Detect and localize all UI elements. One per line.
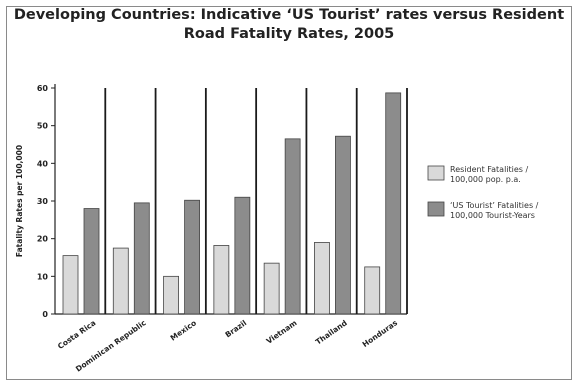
legend-label: ‘US Tourist’ Fatalities / [450,201,539,210]
legend-label: Resident Fatalities / [450,165,529,174]
bar-us-tourist-mexico [184,199,200,315]
x-category-label: Thailand [314,318,349,346]
legend-label: 100,000 Tourist-Years [450,211,535,220]
x-category-label: Mexico [169,318,198,342]
bar-us-tourist-costa-rica [83,208,100,315]
bar-resident-costa-rica [62,255,79,315]
chart-title: Developing Countries: Indicative ‘US Tou… [0,6,578,44]
bar-us-tourist-vietnam [284,138,301,315]
bar-us-tourist-dominican-republic [133,202,150,315]
x-category-label: Brazil [223,318,248,339]
chart-title-line-2: Road Fatality Rates, 2005 [183,26,395,42]
bar-resident-brazil [213,245,230,315]
y-tick-label: 60 [37,84,49,93]
y-tick-label: 0 [42,310,48,319]
chart-title-line-1: Developing Countries: Indicative ‘US Tou… [13,7,565,23]
bar-us-tourist-brazil [234,196,251,315]
x-category-label: Vietnam [265,318,299,346]
bar-resident-vietnam [263,262,280,315]
y-tick-label: 10 [37,272,49,281]
legend-swatch [427,165,445,181]
y-tick-label: 20 [37,235,49,244]
y-tick-label: 30 [37,197,49,206]
bar-us-tourist-thailand [335,135,351,315]
bar-resident-dominican-republic [112,247,129,315]
legend-swatch [427,201,445,217]
y-tick-label: 50 [37,122,49,131]
bar-resident-honduras [364,266,381,315]
bar-resident-mexico [163,275,179,315]
bar-us-tourist-honduras [385,92,402,315]
x-category-label: Honduras [361,318,400,349]
y-tick-label: 40 [37,159,49,168]
bar-resident-thailand [314,242,330,315]
x-category-label: Costa Rica [56,318,97,351]
legend-label: 100,000 pop. p.a. [450,175,521,184]
y-axis-label: Fatality Rates per 100,000 [15,145,24,257]
